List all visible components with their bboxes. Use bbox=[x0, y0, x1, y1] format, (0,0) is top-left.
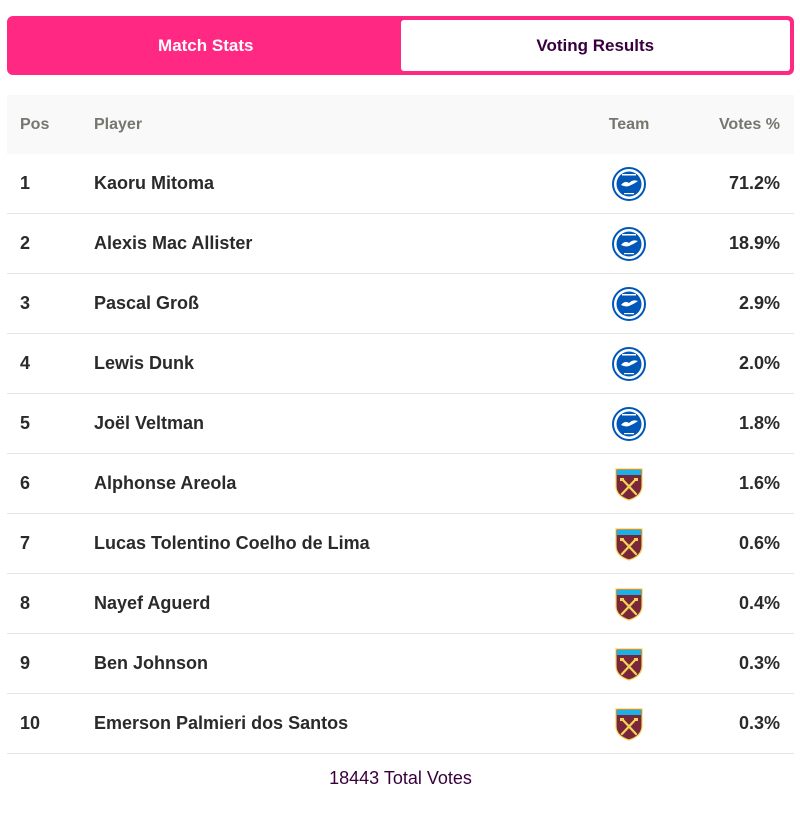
row-player-name[interactable]: Alexis Mac Allister bbox=[94, 233, 253, 253]
header-player: Player bbox=[94, 115, 143, 133]
row-votes-percent: 0.3% bbox=[738, 653, 780, 673]
row-votes-percent: 0.3% bbox=[738, 713, 780, 733]
row-team bbox=[574, 406, 684, 442]
row-player-name[interactable]: Lucas Tolentino Coelho de Lima bbox=[94, 533, 370, 553]
row-team bbox=[574, 226, 684, 262]
table-row[interactable]: 1 Kaoru Mitoma 71.2% bbox=[7, 154, 794, 214]
row-pos: 4 bbox=[20, 353, 31, 373]
brighton-crest-icon bbox=[612, 286, 646, 322]
header-votes: Votes % bbox=[718, 115, 780, 133]
tab-match-stats[interactable]: Match Stats bbox=[158, 35, 254, 55]
row-team bbox=[574, 166, 684, 202]
table-row[interactable]: 10 Emerson Palmieri dos Santos 0.3% bbox=[7, 694, 794, 754]
table-row[interactable]: 8 Nayef Aguerd 0.4% bbox=[7, 574, 794, 634]
row-pos: 1 bbox=[20, 173, 31, 193]
table-row[interactable]: 5 Joël Veltman 1.8% bbox=[7, 394, 794, 454]
tab-voting-results[interactable]: Voting Results bbox=[400, 20, 790, 71]
table-body: 1 Kaoru Mitoma 71.2% 2 Alexis Mac Allist… bbox=[7, 154, 794, 754]
west-ham-crest-icon bbox=[612, 466, 646, 502]
brighton-crest-icon bbox=[612, 166, 646, 202]
header-pos: Pos bbox=[20, 115, 50, 133]
west-ham-crest-icon bbox=[612, 646, 646, 682]
table-row[interactable]: 3 Pascal Groß 2.9% bbox=[7, 274, 794, 334]
row-team bbox=[574, 286, 684, 322]
row-player-name[interactable]: Ben Johnson bbox=[94, 653, 209, 673]
table-header: Pos Player Team Votes % bbox=[7, 95, 794, 154]
row-team bbox=[574, 526, 684, 562]
row-votes-percent: 0.6% bbox=[738, 533, 780, 553]
row-votes-percent: 2.9% bbox=[738, 293, 780, 313]
table-row[interactable]: 9 Ben Johnson 0.3% bbox=[7, 634, 794, 694]
row-votes-percent: 0.4% bbox=[738, 593, 780, 613]
row-team bbox=[574, 646, 684, 682]
row-team bbox=[574, 346, 684, 382]
table-row[interactable]: 7 Lucas Tolentino Coelho de Lima 0.6% bbox=[7, 514, 794, 574]
row-player-name[interactable]: Lewis Dunk bbox=[94, 353, 195, 373]
row-pos: 7 bbox=[20, 533, 31, 553]
row-pos: 3 bbox=[20, 293, 31, 313]
row-pos: 2 bbox=[20, 233, 31, 253]
row-pos: 8 bbox=[20, 593, 31, 613]
row-player-name[interactable]: Alphonse Areola bbox=[94, 473, 237, 493]
header-team: Team bbox=[608, 115, 650, 133]
row-player-name[interactable]: Kaoru Mitoma bbox=[94, 173, 215, 193]
table-row[interactable]: 4 Lewis Dunk 2.0% bbox=[7, 334, 794, 394]
table-row[interactable]: 6 Alphonse Areola 1.6% bbox=[7, 454, 794, 514]
brighton-crest-icon bbox=[612, 406, 646, 442]
row-player-name[interactable]: Joël Veltman bbox=[94, 413, 205, 433]
row-player-name[interactable]: Nayef Aguerd bbox=[94, 593, 211, 613]
row-votes-percent: 71.2% bbox=[728, 173, 780, 193]
west-ham-crest-icon bbox=[612, 526, 646, 562]
row-team bbox=[574, 586, 684, 622]
row-votes-percent: 18.9% bbox=[728, 233, 780, 253]
table-row[interactable]: 2 Alexis Mac Allister 18.9% bbox=[7, 214, 794, 274]
row-pos: 5 bbox=[20, 413, 31, 433]
row-pos: 10 bbox=[20, 713, 41, 733]
voting-results-table: Pos Player Team Votes % 1 Kaoru Mitoma 7… bbox=[7, 95, 794, 754]
row-pos: 9 bbox=[20, 653, 31, 673]
row-team bbox=[574, 706, 684, 742]
brighton-crest-icon bbox=[612, 226, 646, 262]
west-ham-crest-icon bbox=[612, 706, 646, 742]
total-votes: 18443 Total Votes bbox=[329, 768, 472, 788]
row-player-name[interactable]: Emerson Palmieri dos Santos bbox=[94, 713, 349, 733]
row-team bbox=[574, 466, 684, 502]
row-votes-percent: 1.8% bbox=[738, 413, 780, 433]
row-votes-percent: 1.6% bbox=[738, 473, 780, 493]
brighton-crest-icon bbox=[612, 346, 646, 382]
stats-tab-bar: Match Stats Voting Results bbox=[7, 16, 794, 75]
row-votes-percent: 2.0% bbox=[738, 353, 780, 373]
row-pos: 6 bbox=[20, 473, 31, 493]
west-ham-crest-icon bbox=[612, 586, 646, 622]
row-player-name[interactable]: Pascal Groß bbox=[94, 293, 200, 313]
